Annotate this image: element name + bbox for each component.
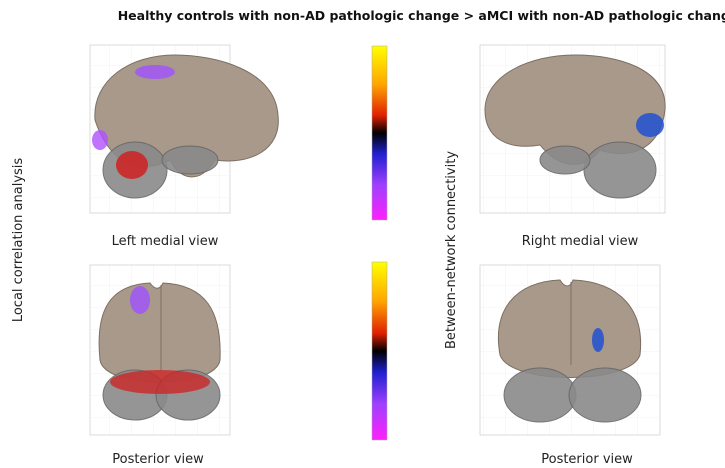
panel-caption: Right medial view: [522, 234, 639, 249]
figure: Healthy controls with non-AD pathologic …: [0, 0, 725, 468]
figure-title: Healthy controls with non-AD pathologic …: [118, 8, 725, 23]
colorbar: [372, 262, 387, 440]
brain-panel: [90, 265, 230, 435]
panel-caption: Posterior view: [112, 452, 204, 467]
panel-caption: Posterior view: [541, 452, 633, 467]
brain-panel: [90, 45, 278, 213]
colorbar: [372, 46, 387, 220]
row-label: Between-network connectivity: [444, 151, 459, 349]
brain-panel: [480, 265, 660, 435]
brain-panel: [480, 45, 665, 213]
row-label: Local correlation analysis: [11, 158, 26, 323]
panel-caption: Left medial view: [112, 234, 219, 249]
